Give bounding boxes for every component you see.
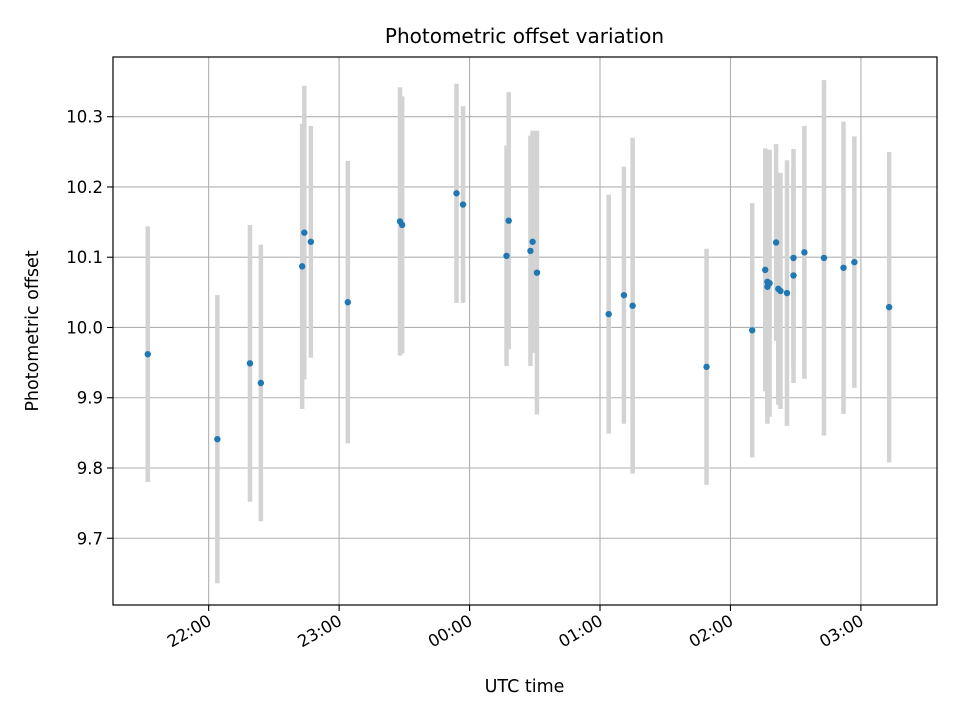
data-point <box>344 298 352 306</box>
data-point <box>505 217 512 224</box>
chart-title: Photometric offset variation <box>385 24 664 48</box>
y-tick-label: 10.2 <box>66 178 103 197</box>
y-tick-label: 10.1 <box>66 248 103 267</box>
data-point <box>529 238 536 245</box>
data-point <box>790 272 797 279</box>
data-point <box>840 264 847 271</box>
data-point <box>453 190 460 197</box>
data-point <box>783 289 791 297</box>
x-axis-label: UTC time <box>485 677 565 697</box>
y-axis-label: Photometric offset <box>23 250 43 411</box>
y-tick-label: 10.0 <box>66 318 103 337</box>
data-point <box>629 302 636 309</box>
data-point <box>298 263 306 270</box>
y-axis-ticks: 9.7 9.8 9.9 10.0 10.1 10.2 10.3 <box>66 108 113 548</box>
data-point <box>790 254 797 262</box>
data-point <box>214 435 221 443</box>
y-tick-label: 9.8 <box>77 459 103 478</box>
data-point <box>748 327 756 334</box>
data-point <box>527 247 534 255</box>
plot-background <box>113 57 937 605</box>
data-point <box>620 291 628 299</box>
data-point <box>301 229 308 236</box>
data-point <box>246 360 254 367</box>
y-tick-label: 10.3 <box>66 108 103 127</box>
data-point <box>703 363 710 371</box>
data-point <box>801 249 808 256</box>
data-points <box>144 190 893 443</box>
data-point <box>459 201 467 208</box>
data-point <box>772 239 780 246</box>
data-point <box>144 350 151 358</box>
data-point <box>766 280 773 287</box>
data-point <box>605 310 612 318</box>
data-point <box>762 266 769 274</box>
data-point <box>257 379 265 387</box>
data-point <box>503 252 510 260</box>
plot-area <box>112 56 938 606</box>
data-point <box>885 303 893 311</box>
data-point <box>398 221 406 229</box>
y-tick-label: 9.9 <box>77 389 103 408</box>
data-point <box>820 254 828 262</box>
data-point <box>307 238 315 245</box>
plot-frame <box>112 56 938 606</box>
data-point <box>777 287 784 295</box>
y-tick-label: 9.7 <box>77 529 103 548</box>
data-point <box>851 258 858 266</box>
data-point <box>533 269 541 276</box>
